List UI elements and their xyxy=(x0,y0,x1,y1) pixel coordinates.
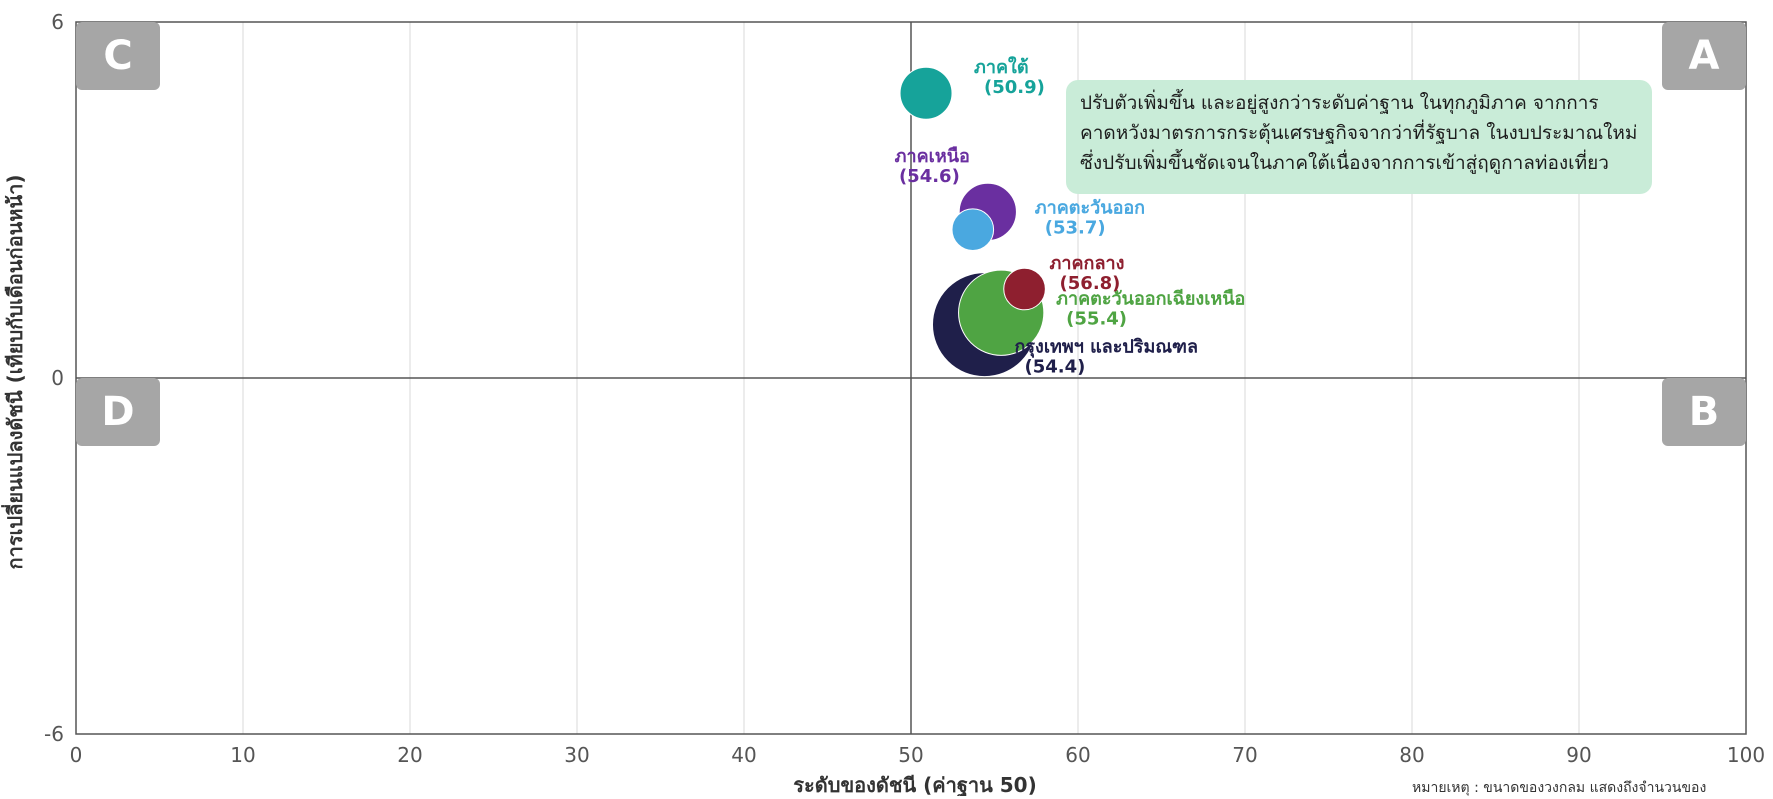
bubble-value-label: (56.8) xyxy=(1060,273,1121,294)
bubble xyxy=(899,66,953,120)
bubble-value-label: (54.6) xyxy=(899,166,960,187)
quadrant-badge-bg xyxy=(1662,378,1746,446)
quadrant-c-badge: C xyxy=(76,22,160,90)
quadrant-badge-label: A xyxy=(1689,33,1720,79)
x-tick-label: 30 xyxy=(564,743,589,767)
x-tick-label: 20 xyxy=(397,743,422,767)
bubble-name-label: ภาคกลาง xyxy=(1050,253,1125,274)
annotation-line: ปรับตัวเพิ่มขึ้น และอยู่สูงกว่าระดับค่าฐ… xyxy=(1080,92,1599,114)
x-tick-label: 50 xyxy=(898,743,923,767)
quadrant-d-badge: D xyxy=(76,378,160,446)
bubble-label: ภาคกลาง(56.8) xyxy=(1050,253,1125,294)
bubble-name-label: กรุงเทพฯ และปริมณฑล xyxy=(1014,337,1198,359)
y-tick-label: 6 xyxy=(51,10,64,34)
quadrant-badge-label: D xyxy=(101,389,134,435)
annotation-line: ซึ่งปรับเพิ่มขึ้นชัดเจนในภาคใต้เนื่องจาก… xyxy=(1080,152,1609,174)
x-tick-label: 90 xyxy=(1566,743,1591,767)
quadrant-b-badge: B xyxy=(1662,378,1746,446)
bubble-label: ภาคตะวันออก(53.7) xyxy=(1035,198,1145,239)
footnote: หมายเหตุ : ขนาดของวงกลม แสดงถึงจำนวนของ xyxy=(1412,780,1707,796)
y-tick-label: 0 xyxy=(51,366,64,390)
bubble-name-label: ภาคตะวันออกเฉียงเหนือ xyxy=(1056,289,1245,310)
bubble-layer xyxy=(899,66,1046,378)
quadrant-layer: A B C D xyxy=(76,22,1746,446)
x-tick-label: 70 xyxy=(1232,743,1257,767)
bubble-value-label: (54.4) xyxy=(1024,357,1085,378)
x-tick-label: 0 xyxy=(70,743,83,767)
x-tick-label: 40 xyxy=(731,743,756,767)
bubble-value-label: (53.7) xyxy=(1045,218,1106,239)
bubble-name-label: ภาคตะวันออก xyxy=(1035,198,1145,219)
quadrant-badge-label: C xyxy=(103,33,132,79)
bubble-name-label: ภาคเหนือ xyxy=(895,146,970,167)
label-layer: กรุงเทพฯ และปริมณฑล(54.4) ภาคตะวันออกเฉีย… xyxy=(895,56,1246,377)
axis-layer: 0 10 20 30 40 50 60 70 80 90 100-606 xyxy=(44,10,1765,767)
x-tick-label: 60 xyxy=(1065,743,1090,767)
bubble xyxy=(951,208,995,251)
x-tick-label: 100 xyxy=(1727,743,1765,767)
y-tick-label: -6 xyxy=(44,722,64,746)
x-tick-label: 10 xyxy=(230,743,255,767)
quadrant-badge-label: B xyxy=(1689,389,1720,435)
bubble xyxy=(1003,267,1046,311)
quadrant-a-badge: A xyxy=(1662,22,1746,90)
x-axis-title: ระดับของดัชนี (ค่าฐาน 50) xyxy=(793,773,1036,796)
bubble-value-label: (55.4) xyxy=(1066,309,1127,330)
bubble-label: กรุงเทพฯ และปริมณฑล(54.4) xyxy=(1014,337,1198,378)
bubble-name-label: ภาคใต้ xyxy=(974,56,1029,78)
annotation-box: ปรับตัวเพิ่มขึ้น และอยู่สูงกว่าระดับค่าฐ… xyxy=(1066,80,1652,194)
x-tick-label: 80 xyxy=(1399,743,1424,767)
annotation-line: คาดหวังมาตรการกระตุ้นเศรษฐกิจจากว่าที่รั… xyxy=(1080,122,1638,144)
quadrant-badge-bg xyxy=(76,378,160,446)
bubble-label: ภาคเหนือ(54.6) xyxy=(895,146,970,187)
y-axis-title: การเปลี่ยนแปลงดัชนี (เทียบกับเดือนก่อนหน… xyxy=(0,175,27,570)
bubble-label: ภาคตะวันออกเฉียงเหนือ(55.4) xyxy=(1056,289,1245,330)
bubble-label: ภาคใต้(50.9) xyxy=(974,56,1045,98)
bubble-value-label: (50.9) xyxy=(984,77,1045,98)
quadrant-badge-bg xyxy=(76,22,160,90)
quadrant-badge-bg xyxy=(1662,22,1746,90)
